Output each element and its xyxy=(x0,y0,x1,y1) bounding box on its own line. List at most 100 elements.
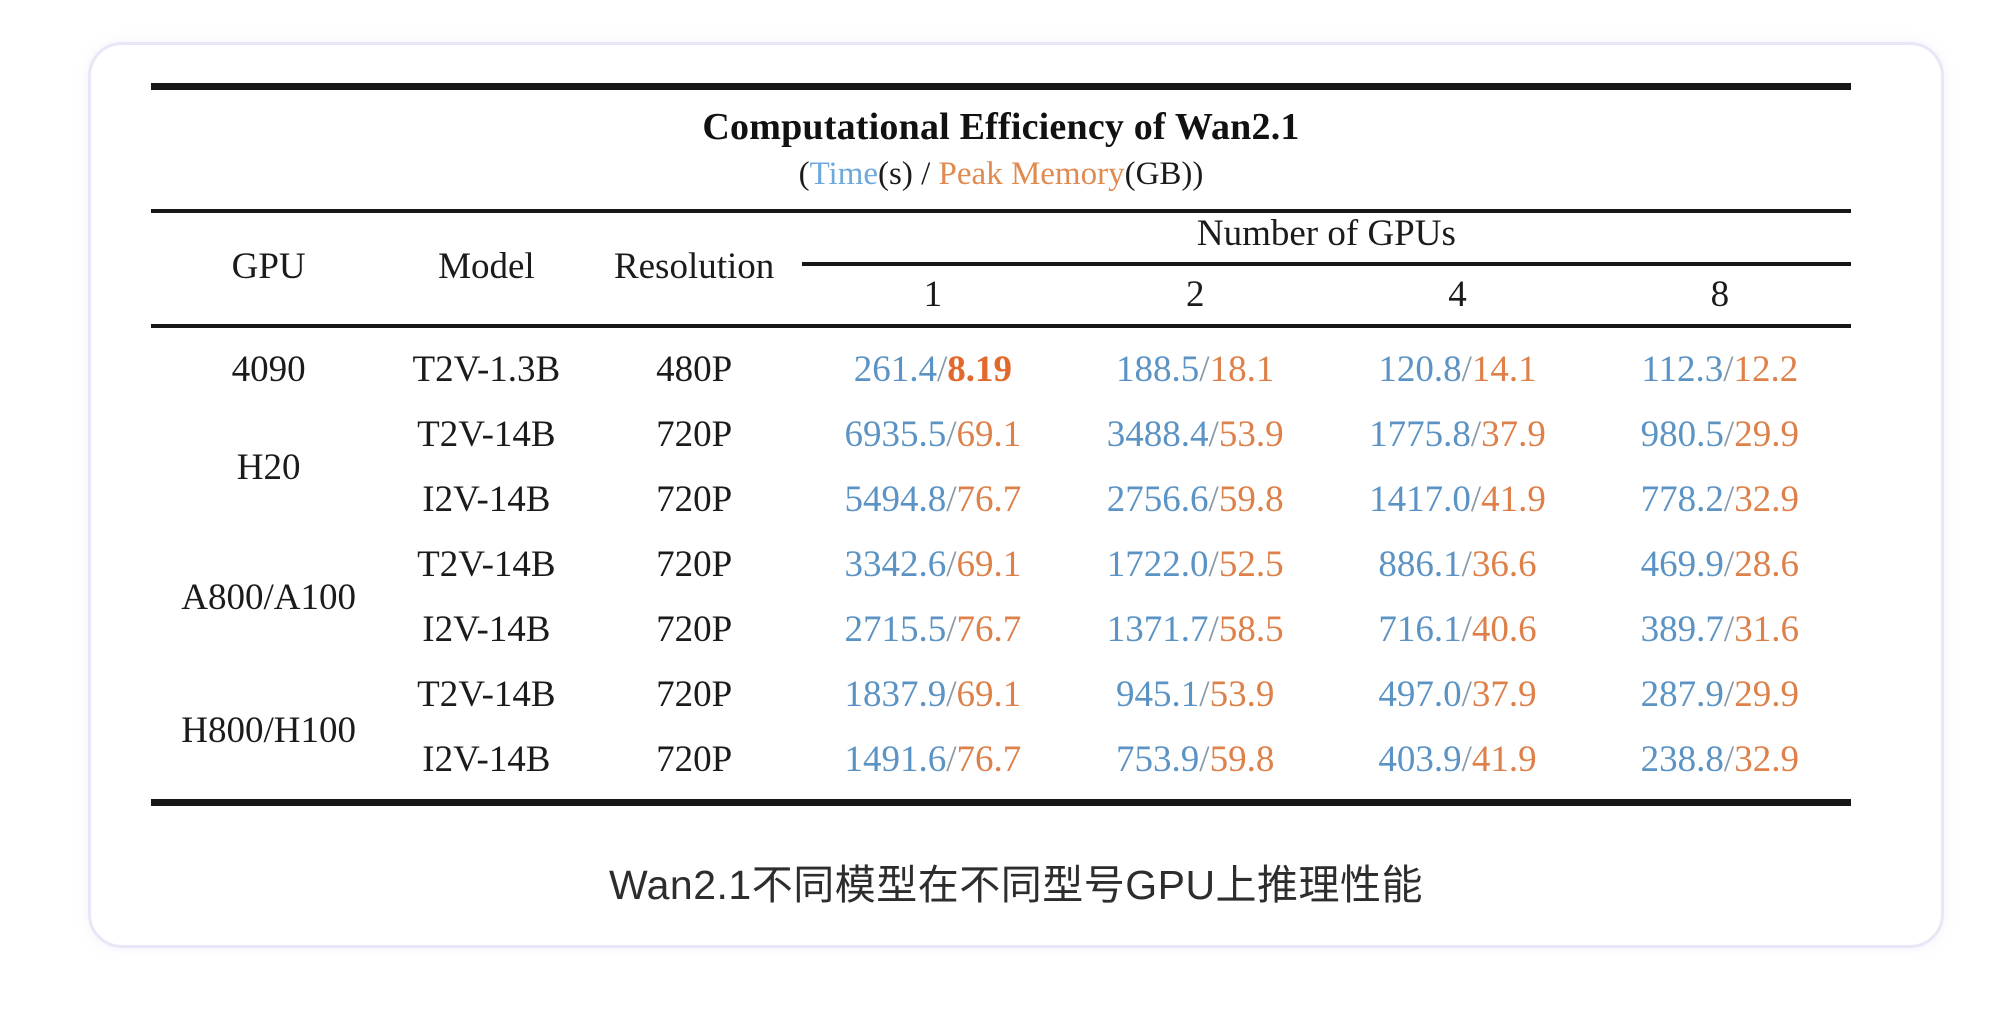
metric-separator: / xyxy=(946,479,957,521)
cell-metric: 945.1/53.9 xyxy=(1064,663,1326,728)
table-row: H800/H100 T2V-14B 720P 1837.9/69.1 945.1/53.… xyxy=(151,663,1851,751)
metric-peak-memory: 52.5 xyxy=(1218,544,1284,586)
metric-separator: / xyxy=(946,544,957,586)
cell-metric: 886.1/36.6 xyxy=(1326,533,1588,598)
table-row: 4090 T2V-1.3B 480P 261.4/8.19 188.5/18.1 120.… xyxy=(151,328,1851,403)
metric-peak-memory: 58.5 xyxy=(1218,609,1284,651)
header-number-of-gpus: Number of GPUs xyxy=(1196,213,1456,255)
metric-time: 778.2 xyxy=(1640,479,1724,521)
metric-peak-memory: 53.9 xyxy=(1209,674,1275,716)
metric-time: 3488.4 xyxy=(1106,414,1209,456)
metric-time: 886.1 xyxy=(1378,544,1462,586)
cell-metric: 1371.7/58.5 xyxy=(1064,598,1326,663)
metric-separator: / xyxy=(1470,479,1482,521)
cell-metric: 3342.6/69.1 xyxy=(802,533,1064,598)
cell-resolution: 720P xyxy=(656,479,733,521)
cell-model: I2V-14B xyxy=(422,739,551,781)
cell-resolution: 720P xyxy=(656,414,733,456)
metric-separator: / xyxy=(1199,349,1210,391)
metric-time: 980.5 xyxy=(1640,414,1724,456)
metric-separator: / xyxy=(1461,739,1472,781)
metric-time: 469.9 xyxy=(1640,544,1724,586)
metric-separator: / xyxy=(1461,544,1472,586)
metric-separator: / xyxy=(1723,479,1735,521)
table-title: Computational Efficiency of Wan2.1 xyxy=(702,106,1300,148)
table-row: I2V-14B 720P 1491.6/76.7 753.9/59.8 403.9/41… xyxy=(151,728,1851,803)
table-row: H20 T2V-14B 720P 6935.5/69.1 3488.4/53.9 1775… xyxy=(151,403,1851,488)
subtitle-open-paren: ( xyxy=(798,155,810,192)
metric-time: 238.8 xyxy=(1640,739,1724,781)
metric-peak-memory: 28.6 xyxy=(1734,544,1799,586)
efficiency-table: Computational Efficiency of Wan2.1 (Time(… xyxy=(151,83,1851,809)
metric-separator: / xyxy=(1208,544,1219,586)
figure-caption: Wan2.1不同模型在不同型号GPU上推理性能 xyxy=(608,862,1424,908)
metric-peak-memory: 37.9 xyxy=(1471,674,1537,716)
metric-peak-memory: 40.6 xyxy=(1471,609,1537,651)
cell-metric: 778.2/32.9 xyxy=(1589,468,1851,533)
metric-time: 389.7 xyxy=(1640,609,1724,651)
cell-metric: 497.0/37.9 xyxy=(1326,663,1588,728)
cell-resolution: 720P xyxy=(656,674,733,716)
metric-peak-memory: 32.9 xyxy=(1734,739,1799,781)
metric-time: 112.3 xyxy=(1641,349,1724,391)
header-gpu-count-1: 1 xyxy=(801,261,1065,327)
metric-time: 287.9 xyxy=(1640,674,1724,716)
metric-peak-memory: 29.9 xyxy=(1734,414,1799,456)
metric-time: 2756.6 xyxy=(1106,479,1209,521)
metric-time: 120.8 xyxy=(1378,349,1462,391)
cell-metric: 5494.8/76.7 xyxy=(802,468,1064,533)
cell-metric: 2756.6/59.8 xyxy=(1064,468,1326,533)
metric-time: 1775.8 xyxy=(1369,414,1471,456)
metric-peak-memory: 18.1 xyxy=(1209,349,1275,391)
cell-model: I2V-14B xyxy=(422,609,551,651)
table-row: I2V-14B 720P 5494.8/76.7 2756.6/59.8 1417.0/… xyxy=(151,468,1851,533)
metric-time: 188.5 xyxy=(1116,349,1200,391)
cell-gpu: A800/A100 xyxy=(181,576,356,618)
metric-peak-memory: 59.8 xyxy=(1209,739,1275,781)
cell-metric: 389.7/31.6 xyxy=(1589,598,1851,663)
header-gpu-count-8: 8 xyxy=(1588,261,1851,327)
table-body: Computational Efficiency of Wan2.1 (Time(… xyxy=(151,83,1851,809)
cell-metric: 1491.6/76.7 xyxy=(802,728,1064,803)
cell-metric: 753.9/59.8 xyxy=(1064,728,1326,803)
metric-separator: / xyxy=(1723,739,1735,781)
cell-gpu: H20 xyxy=(236,446,301,488)
table-top-rule xyxy=(151,83,1851,93)
metric-peak-memory: 69.1 xyxy=(956,414,1022,456)
cell-resolution: 720P xyxy=(656,609,733,651)
metric-separator: / xyxy=(1199,739,1210,781)
cell-metric: 287.9/29.9 xyxy=(1589,663,1851,728)
metric-time: 1417.0 xyxy=(1369,479,1471,521)
metric-peak-memory: 8.19 xyxy=(947,349,1013,391)
cell-metric: 1722.0/52.5 xyxy=(1064,533,1326,598)
metric-peak-memory: 59.8 xyxy=(1218,479,1284,521)
metric-separator: / xyxy=(1199,674,1210,716)
metric-separator: / xyxy=(1461,609,1472,651)
metric-separator: / xyxy=(1208,609,1219,651)
metric-peak-memory: 76.7 xyxy=(956,739,1022,781)
metric-peak-memory: 76.7 xyxy=(956,479,1022,521)
cell-metric: 2715.5/76.7 xyxy=(802,598,1064,663)
cell-model: T2V-14B xyxy=(417,674,556,716)
metric-separator: / xyxy=(1461,349,1472,391)
metric-time: 261.4 xyxy=(853,349,937,391)
metric-separator: / xyxy=(1723,609,1735,651)
metric-time: 1491.6 xyxy=(844,739,947,781)
cell-resolution: 720P xyxy=(656,544,733,586)
metric-peak-memory: 69.1 xyxy=(956,544,1022,586)
metric-separator: / xyxy=(1723,414,1735,456)
metric-separator: / xyxy=(1208,414,1219,456)
metric-peak-memory: 29.9 xyxy=(1734,674,1799,716)
metric-separator: / xyxy=(1470,414,1482,456)
metric-separator: / xyxy=(946,609,957,651)
metric-peak-memory: 37.9 xyxy=(1481,414,1546,456)
table-row: I2V-14B 720P 2715.5/76.7 1371.7/58.5 716.1/4… xyxy=(151,598,1851,663)
cell-model: T2V-1.3B xyxy=(412,349,561,391)
cell-metric: 261.4/8.19 xyxy=(802,328,1064,403)
metric-time: 1837.9 xyxy=(844,674,947,716)
subtitle-peak-label: Peak Memory xyxy=(938,155,1125,192)
cell-model: T2V-14B xyxy=(417,414,556,456)
metric-peak-memory: 32.9 xyxy=(1734,479,1799,521)
header-gpu-count-4: 4 xyxy=(1326,261,1589,327)
